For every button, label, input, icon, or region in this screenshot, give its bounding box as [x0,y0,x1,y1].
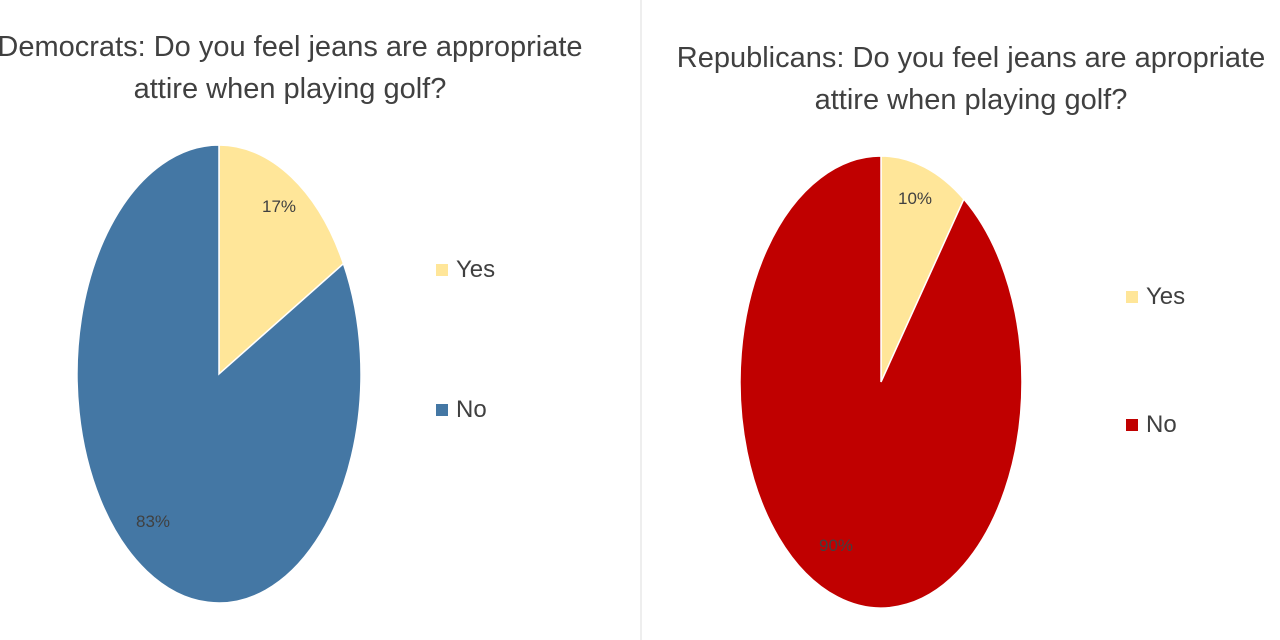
legend-swatch-yes [436,264,448,276]
pie-slice-no [739,155,1023,609]
panel-divider [640,0,642,640]
data-label-no: 90% [819,536,853,555]
republicans-pie: 10% 90% [739,155,1023,609]
legend-label-no: No [456,396,487,423]
legend-label-yes: Yes [456,256,496,283]
legend-swatch-yes [1126,291,1138,303]
legend-swatch-no [436,404,448,416]
chart-title: Republicans: Do you feel jeans are aprop… [676,42,1266,116]
pie-slice-no [76,144,362,604]
pie-slice-yes [218,144,345,376]
legend-item-yes: Yes [436,256,495,284]
legend-item-no: No [436,396,487,424]
democrats-chart-panel: Democrats: Do you feel jeans are appropr… [0,31,583,604]
legend-item-yes: Yes [1126,283,1185,311]
chart-title: Democrats: Do you feel jeans are appropr… [0,31,583,105]
legend-label-no: No [1146,411,1177,438]
republicans-chart-panel: Republicans: Do you feel jeans are aprop… [642,0,1280,640]
legend-label-yes: Yes [1146,283,1186,310]
legend-item-no: No [1126,411,1177,439]
data-label-no: 83% [136,512,170,531]
democrats-pie: 17% 83% [76,144,362,604]
pie-slice-yes [880,155,965,383]
legend-swatch-no [1126,419,1138,431]
data-label-yes: 17% [262,197,296,216]
data-label-yes: 10% [898,189,932,208]
